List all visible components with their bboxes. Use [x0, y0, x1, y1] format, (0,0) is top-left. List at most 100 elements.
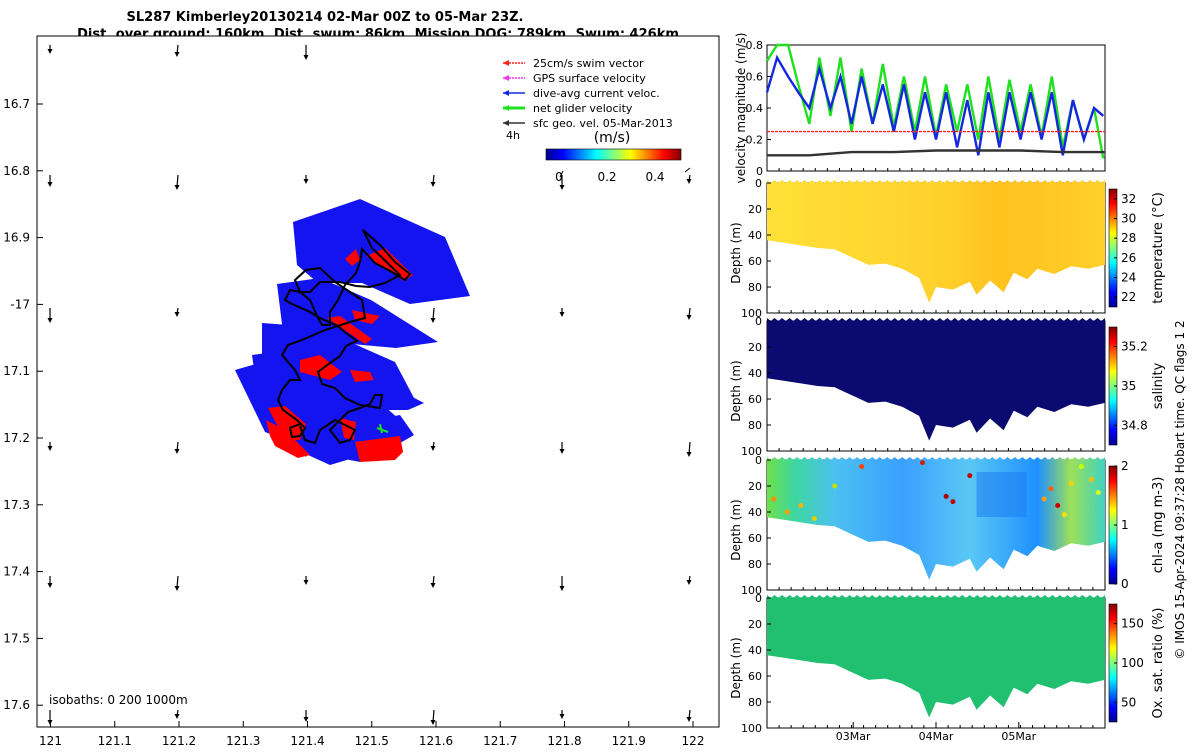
map-x-tick-label: 121.3 [226, 734, 260, 748]
chl-data-dot [798, 503, 804, 508]
map-x-tick-label: 121.4 [290, 734, 324, 748]
map-y-tick-label: 16.9 [3, 231, 30, 245]
section-data-fill [767, 180, 1105, 303]
chl-data-dot [1041, 496, 1047, 502]
legend-label: sfc geo. vel. 05-Mar-2013 [533, 117, 673, 130]
geostrophic-arrow-head [686, 179, 692, 184]
section-y-tick-label: 100 [741, 584, 762, 597]
chl-data-dot [1078, 464, 1084, 469]
map-x-tick-label: 121.1 [98, 734, 132, 748]
chl-data-dot [950, 499, 956, 505]
section-y-tick-label: 100 [741, 307, 762, 320]
copyright-label: © IMOS 15-Apr-2024 09:37:28 Hobart time.… [1173, 320, 1187, 659]
glider-track-group [235, 199, 470, 465]
chl-data-dot [832, 483, 838, 489]
section-colorbar-tick-label: 34.8 [1121, 418, 1148, 432]
section-panel: 0 20 40 60 80 100 Depth (m) 150 100 50 Ox. sat. ra… [729, 592, 1166, 743]
geostrophic-arrow-head [430, 318, 436, 323]
section-y-tick-label: 80 [748, 281, 762, 294]
section-colorbar-tick-label: 24 [1121, 271, 1136, 285]
section-data-fill [767, 595, 1105, 718]
section-y-tick-label: 40 [748, 229, 762, 242]
legend-arrowhead [503, 90, 509, 96]
geostrophic-arrow-head [47, 49, 53, 54]
velocity-y-tick-label: 0.2 [746, 134, 764, 147]
map-y-tick-label: 16.8 [3, 164, 30, 178]
section-y-tick-label: 100 [741, 445, 762, 458]
section-y-tick-label: 20 [748, 480, 762, 493]
section-y-tick-label: 80 [748, 696, 762, 709]
chl-data-dot [1095, 490, 1101, 495]
section-colorbar [1108, 188, 1118, 308]
section-y-tick-label: 0 [755, 315, 762, 328]
map-y-tick-label: 17.3 [3, 498, 30, 512]
section-colorbar-label: temperature (°C) [1151, 192, 1166, 304]
geostrophic-arrow-head [47, 583, 53, 588]
velocity-ylabel: velocity magnitude (m/s) [734, 33, 748, 184]
section-ylabel: Depth (m) [729, 360, 743, 421]
geostrophic-arrow-head [686, 315, 692, 320]
figure-title-line1: SL287 Kimberley20130214 02-Mar 00Z to 05… [127, 10, 524, 25]
map-y-tick-label: 17.1 [3, 364, 30, 378]
section-y-tick-label: 100 [741, 722, 762, 735]
map-y-tick-label: 17.6 [3, 698, 30, 712]
swim-vector-patch [268, 406, 306, 440]
map-x-tick-label: 121 [39, 734, 62, 748]
chl-data-dot [943, 493, 949, 499]
map-legend: 25cm/s swim vector GPS surface velocity di… [503, 57, 673, 130]
section-colorbar-tick-label: 1 [1121, 518, 1129, 532]
swim-vector-patch [350, 370, 374, 382]
geostrophic-arrow-head [303, 580, 309, 585]
chl-data-dot [1061, 512, 1067, 518]
swim-vector-patch [300, 355, 342, 380]
geostrophic-arrow-head [686, 452, 692, 457]
swim-vector-patch [355, 436, 403, 462]
section-x-tick-label: 04Mar [919, 730, 954, 743]
legend-arrowhead [503, 75, 509, 81]
legend-label: GPS surface velocity [533, 72, 646, 85]
velocity-y-tick-label: 0.4 [746, 102, 764, 115]
geostrophic-arrow-head [430, 720, 436, 725]
colorbar-small-arrow [684, 167, 691, 173]
section-colorbar-tick-label: 150 [1121, 617, 1144, 631]
map-x-tick-labels: 121 121.1 121.2 121.3 121.4 121.5 121.6 121.7 12… [39, 721, 704, 748]
section-y-tick-label: 60 [748, 255, 762, 268]
geostrophic-arrow-head [686, 580, 692, 585]
velocity-y-tick-label: 0.8 [746, 39, 764, 52]
map-y-tick-label: -17 [10, 297, 30, 311]
chl-data-dot [784, 509, 790, 515]
section-data-fill [767, 318, 1105, 441]
geostrophic-arrow-head [303, 179, 309, 184]
chl-data-dot [1048, 486, 1054, 492]
map-y-tick-label: 17.4 [3, 565, 30, 579]
velocity-series-line [767, 149, 1105, 157]
section-colorbar-tick-label: 28 [1121, 231, 1136, 245]
section-colorbar-tick-label: 2 [1121, 459, 1129, 473]
map-x-tick-label: 122 [682, 734, 705, 748]
colorbar-small-arrow [559, 170, 564, 178]
map-panel: 121 121.1 121.2 121.3 121.4 121.5 121.6 121.7 12… [3, 35, 720, 748]
geostrophic-arrow-head [430, 446, 436, 451]
chl-data-dot [1088, 477, 1094, 482]
geostrophic-arrow-head [559, 312, 565, 317]
section-ylabel: Depth (m) [729, 499, 743, 560]
velocity-y-tick-label: 0 [756, 165, 763, 178]
swim-vector-patch [345, 249, 360, 266]
geostrophic-arrow-head [430, 583, 436, 588]
geostrophic-arrow-head [303, 55, 309, 60]
section-colorbar-tick-label: 30 [1121, 212, 1136, 226]
chl-data-dot [811, 516, 817, 521]
geostrophic-arrow-head [303, 717, 309, 722]
map-x-tick-label: 121.9 [612, 734, 646, 748]
geostrophic-arrow-head [559, 714, 565, 719]
section-colorbar-tick-label: 22 [1121, 290, 1136, 304]
section-colorbar-tick-label: 50 [1121, 695, 1136, 709]
duration-label: 4h [506, 129, 520, 142]
geostrophic-arrow-head [174, 449, 180, 454]
geostrophic-arrow-head [174, 52, 180, 57]
legend-arrowhead [503, 105, 509, 111]
